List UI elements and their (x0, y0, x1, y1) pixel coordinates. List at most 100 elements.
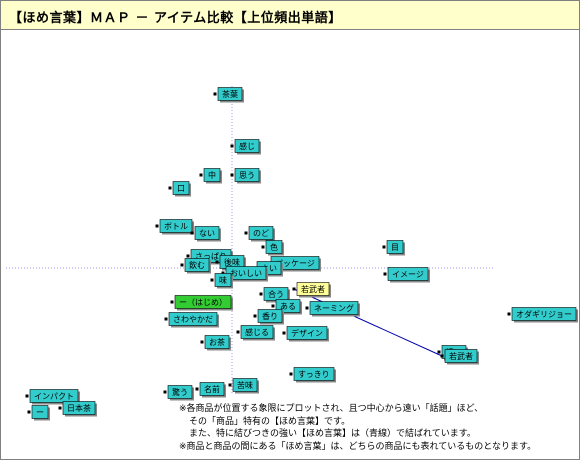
word-label-text: さっぱり (195, 252, 227, 261)
point-marker (215, 260, 219, 264)
word-label (265, 240, 283, 254)
word-label (286, 326, 328, 340)
word-label-text: 香り (262, 311, 278, 321)
word-label (248, 226, 274, 240)
point-marker (58, 406, 62, 410)
point-marker (230, 144, 234, 148)
word-label (309, 301, 359, 315)
word-label-text: 苦味 (237, 380, 253, 390)
word-label-text: デザイン (291, 328, 323, 338)
point-marker (253, 314, 257, 318)
note-line: ※各商品が位置する象限にプロットされ、且つ中心から遠い「話題」ほど、 (179, 404, 484, 414)
word-label-text: ある (280, 302, 296, 311)
point-marker (213, 92, 217, 96)
word-label-text: ボトル (164, 222, 188, 231)
word-label (62, 401, 96, 415)
word-label-text: ー（はじめ） (179, 298, 227, 307)
note-line: その「商品」特有の【ほめ言葉】です。 (189, 416, 351, 427)
item-label-text: 若武者 (449, 351, 473, 361)
point-marker (190, 231, 194, 235)
point-marker (200, 340, 204, 344)
point-marker (292, 287, 296, 291)
word-label-text: 感じる (245, 327, 269, 337)
point-marker (230, 173, 234, 177)
word-label-text: ネーミング (314, 303, 354, 313)
point-marker (170, 300, 174, 304)
word-label-text: 感じ (239, 141, 255, 151)
word-label (203, 168, 221, 182)
point-marker (382, 245, 386, 249)
word-label (168, 312, 218, 326)
word-label (194, 226, 220, 240)
word-label-text: よい (261, 264, 277, 273)
word-label (214, 273, 232, 287)
point-marker (383, 272, 387, 276)
point-marker (507, 312, 511, 316)
word-label-text: 驚う (172, 387, 188, 397)
word-label-text: 名前 (204, 384, 220, 394)
word-label (293, 367, 335, 381)
notes: ※各商品が位置する象限にプロットされ、且つ中心から遠い「話題」ほど、 その「商品… (179, 403, 536, 453)
point-marker (289, 372, 293, 376)
point-marker (168, 186, 172, 190)
point-marker (195, 387, 199, 391)
word-label-text: 中 (208, 170, 216, 180)
word-label-text: 色 (270, 242, 278, 252)
point-marker (271, 304, 275, 308)
word-label (204, 335, 230, 349)
word-label (511, 307, 577, 321)
word-label-text: おいしい (230, 269, 262, 278)
point-marker (27, 410, 31, 414)
word-label (167, 385, 193, 399)
word-label-text: 思う (239, 171, 255, 180)
title-bar: 【ほめ言葉】ＭＡＰ － アイテム比較【上位頻出単語】 (1, 1, 579, 30)
word-label-text: 後味 (224, 257, 240, 267)
point-marker (199, 173, 203, 177)
chart-title: 【ほめ言葉】ＭＡＰ － アイテム比較【上位頻出単語】 (9, 11, 342, 26)
word-label-text: パッケージ (275, 259, 315, 268)
point-marker (259, 292, 263, 296)
word-label-text: 口 (177, 184, 185, 193)
word-label-text: ー (36, 408, 44, 417)
word-label (240, 325, 274, 339)
word-label-text: 目 (391, 243, 399, 252)
word-label (31, 405, 49, 419)
word-label-text: のど (253, 229, 269, 238)
word-label-text: オダギリジョー (516, 309, 572, 319)
point-marker (440, 354, 444, 358)
point-marker (221, 271, 225, 275)
point-marker (180, 263, 184, 267)
word-label-text: 合う (268, 289, 284, 299)
word-label (234, 168, 260, 182)
word-label (199, 382, 225, 396)
word-label-text: 飲む (189, 260, 205, 270)
word-label (172, 181, 190, 195)
point-marker (155, 224, 159, 228)
word-label-text: インパクト (34, 392, 74, 401)
note-line: ※商品と商品の間にある「ほめ言葉」は、どちらの商品にも表れているものとなります。 (179, 441, 537, 452)
word-label-text: お茶 (209, 337, 225, 347)
word-label (174, 295, 232, 309)
word-label (257, 309, 283, 323)
word-label (217, 87, 243, 101)
word-label-text: すっきり (298, 370, 330, 379)
point-marker (228, 383, 232, 387)
word-label (386, 240, 404, 254)
point-marker (210, 278, 214, 282)
point-marker (163, 390, 167, 394)
point-marker (236, 330, 240, 334)
note-line: また、特に結びつきの強い【ほめ言葉】は（青線）で結ばれています。 (189, 429, 476, 439)
item-label (296, 282, 330, 296)
item-label-text: 若武者 (301, 284, 325, 294)
word-label (234, 139, 260, 153)
point-marker (282, 331, 286, 335)
word-label-text: ない (199, 229, 215, 238)
point-marker (261, 245, 265, 249)
point-marker (186, 254, 190, 258)
word-label-text: イメージ (392, 270, 424, 279)
point-marker (164, 317, 168, 321)
point-marker (305, 306, 309, 310)
word-label-text: さわやかだ (173, 315, 213, 324)
word-label-text: 日本茶 (67, 403, 91, 413)
